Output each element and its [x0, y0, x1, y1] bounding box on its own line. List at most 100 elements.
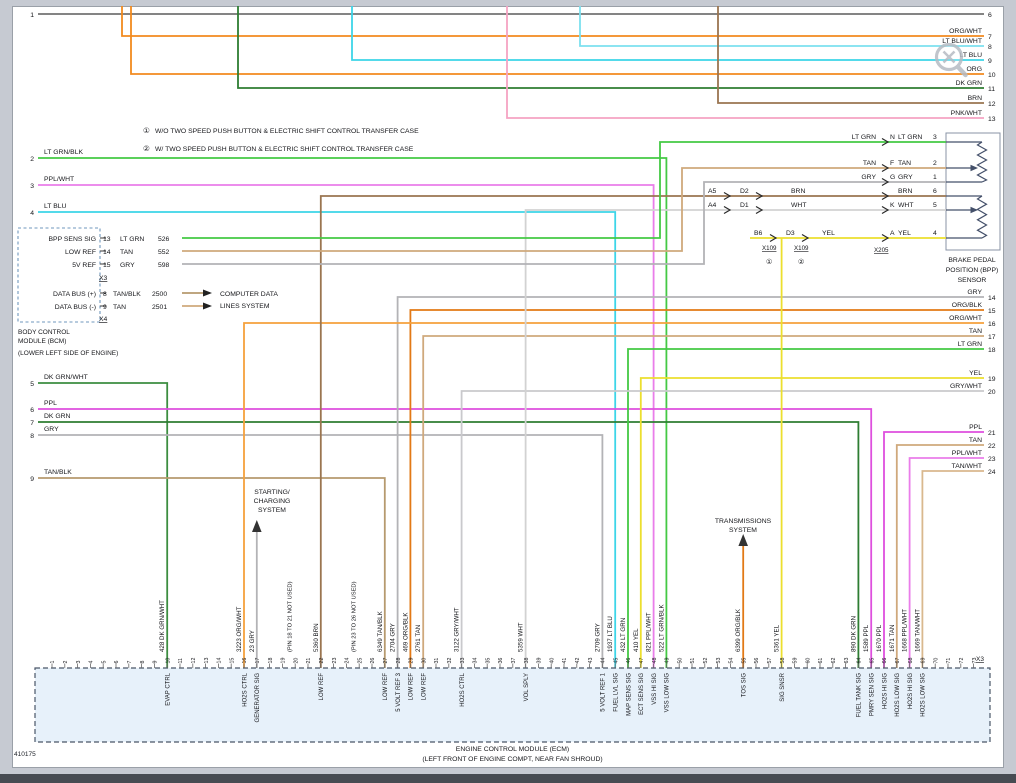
wire-color-label: LT GRN	[958, 341, 982, 348]
wire-bcm-gry-598	[182, 181, 946, 265]
ecm-wire-circuit-label: 5359 WHT	[518, 622, 525, 652]
wire-color-label: YEL	[898, 230, 911, 237]
wire-brn-5360-bpp	[319, 195, 946, 668]
ecm-pin-signal-label: EVAP CTRL	[166, 672, 172, 705]
ecm-pin-number: 64	[857, 658, 863, 664]
ecm-wire-circuit-label: 6399 ORG/BLK	[735, 608, 742, 652]
computer-data-arrow	[203, 289, 212, 297]
bcm-pin-signal: BPP SENS SIG	[49, 236, 96, 243]
wire-color-label: LT BLU	[960, 52, 983, 59]
ecm-pin-number: 6	[114, 661, 120, 664]
inline-connector-chevron	[769, 233, 778, 243]
ecm-pin-signal-label: HO2S HI SIG	[908, 673, 914, 709]
ecm-pin-signal-label: VSS HI SIG	[652, 673, 658, 705]
wire-color-label: WHT	[791, 202, 806, 209]
ecm-pin-number: 14	[217, 658, 223, 664]
ecm-pin-number: 69	[921, 658, 927, 664]
bpp-sensor-caption: BRAKE PEDAL	[948, 257, 995, 264]
sensor-pin-number: 2	[933, 160, 937, 167]
edge-ref-number: 2	[30, 156, 34, 163]
connector-cavity: A5	[708, 188, 717, 195]
inline-connector-chevron	[755, 191, 764, 201]
wire-color-label: PPL/WHT	[952, 450, 982, 457]
ecm-pin-number: 68	[908, 658, 914, 664]
ecm-pin-number: 10	[165, 658, 171, 664]
note-2-symbol: ②	[143, 144, 150, 153]
ecm-pin-number: 58	[780, 658, 786, 664]
wire-bpp-pot2-track	[976, 195, 988, 239]
ecm-pin-number: 53	[716, 658, 722, 664]
ecm-wire-circuit-label: 1671 TAN	[889, 625, 896, 652]
ecm-pin-signal-label: VSS LOW SIG	[665, 673, 671, 713]
wire-color-label: TAN/BLK	[113, 291, 141, 298]
wire-color-label: TAN/BLK	[44, 469, 72, 476]
ecm-wire-circuit-label: 410 YEL	[633, 628, 640, 652]
circuit-number: 2500	[152, 291, 167, 298]
edge-ref-number: 6	[30, 407, 34, 414]
ecm-pin-number: 72	[959, 658, 965, 664]
ecm-pin-signal-label: VOL SPLY	[524, 673, 530, 701]
ecm-unused-pins-note: (PIN 18 TO 21 NOT USED)	[287, 581, 293, 652]
zoom-cursor-icon[interactable]	[934, 42, 968, 78]
edge-ref-number: 15	[988, 308, 996, 315]
inline-connector-chevron	[723, 205, 732, 215]
wire-color-label: LT GRN	[852, 134, 876, 141]
ecm-pin-number: 36	[498, 658, 504, 664]
inline-connector-chevron	[881, 233, 890, 243]
ecm-pin-number: 42	[575, 658, 581, 664]
ecm-pin-number: 65	[869, 658, 875, 664]
ecm-pin-signal-label: 5 VOLT REF 1	[601, 672, 607, 711]
edge-ref-number: 21	[988, 430, 996, 437]
ecm-pin-signal-label: HO2S CTRL	[242, 672, 248, 706]
edge-ref-number: 17	[988, 334, 996, 341]
bcm-pin-number: 8	[103, 291, 107, 298]
ecm-pin-signal-label: FUEL TANK SIG	[857, 673, 863, 718]
note-1-symbol: ①	[143, 126, 150, 135]
ecm-wire-circuit-label: 5360 BRN	[313, 623, 320, 652]
ecm-wire-circuit-label: 890 DK GRN	[850, 616, 857, 652]
wire-color-label: DK GRN	[956, 80, 983, 87]
wire-bcm-tan-552	[182, 167, 946, 252]
wire-tan-1671	[895, 444, 984, 668]
transmissions-label: SYSTEM	[729, 527, 757, 534]
ecm-pin-number: 62	[831, 658, 837, 664]
ecm-wire-circuit-label: 1937 LT BLU	[607, 616, 614, 652]
ecm-pin-number: 70	[933, 658, 939, 664]
ecm-wire-circuit-label: 3122 GRY/WHT	[454, 607, 461, 652]
wire-color-label: ORG	[967, 66, 982, 73]
starting-charging-arrow	[252, 520, 262, 532]
inline-connector-chevron	[881, 177, 890, 187]
bpp-sensor-caption: SENSOR	[958, 277, 987, 284]
wire-color-label: LT GRN/BLK	[44, 149, 83, 156]
inline-connector-chevron	[881, 137, 890, 147]
edge-ref-number: 4	[30, 210, 34, 217]
ecm-pin-number: 7	[127, 661, 133, 664]
ecm-pin-number: 27	[383, 658, 389, 664]
computer-data-lines-label: COMPUTER DATA	[220, 291, 278, 298]
computer-data-arrow	[203, 302, 212, 310]
ecm-pin-number: 1	[50, 661, 56, 664]
wire-org-10	[130, 6, 984, 75]
wire-color-label: PPL/WHT	[44, 176, 74, 183]
edge-ref-number: 6	[988, 12, 992, 19]
bcm-pin-number: 15	[103, 262, 111, 269]
wire-color-label: ORG/WHT	[949, 315, 982, 322]
ecm-wire-circuit-label: 5361 YEL	[774, 624, 781, 652]
connector-cavity: B6	[754, 230, 763, 237]
edge-ref-number: 9	[30, 476, 34, 483]
note-2-symbol: ②	[798, 259, 804, 266]
wire-color-label: TAN	[113, 304, 126, 311]
edge-ref-number: 16	[988, 321, 996, 328]
inline-connector-id: X109	[762, 245, 777, 252]
wire-gry-2704	[396, 296, 984, 668]
wire-color-label: BRN	[898, 188, 912, 195]
ecm-pin-number: 30	[421, 658, 427, 664]
wire-color-label: LT GRN	[898, 134, 922, 141]
wire-color-label: TAN/WHT	[952, 463, 982, 470]
ecm-pin-number: 24	[345, 658, 351, 664]
wire-lt-blu-wht-8	[579, 6, 984, 47]
ecm-pin-number: 39	[537, 658, 543, 664]
circuit-number: 526	[158, 236, 170, 243]
bcm-caption: MODULE (BCM)	[18, 338, 66, 345]
